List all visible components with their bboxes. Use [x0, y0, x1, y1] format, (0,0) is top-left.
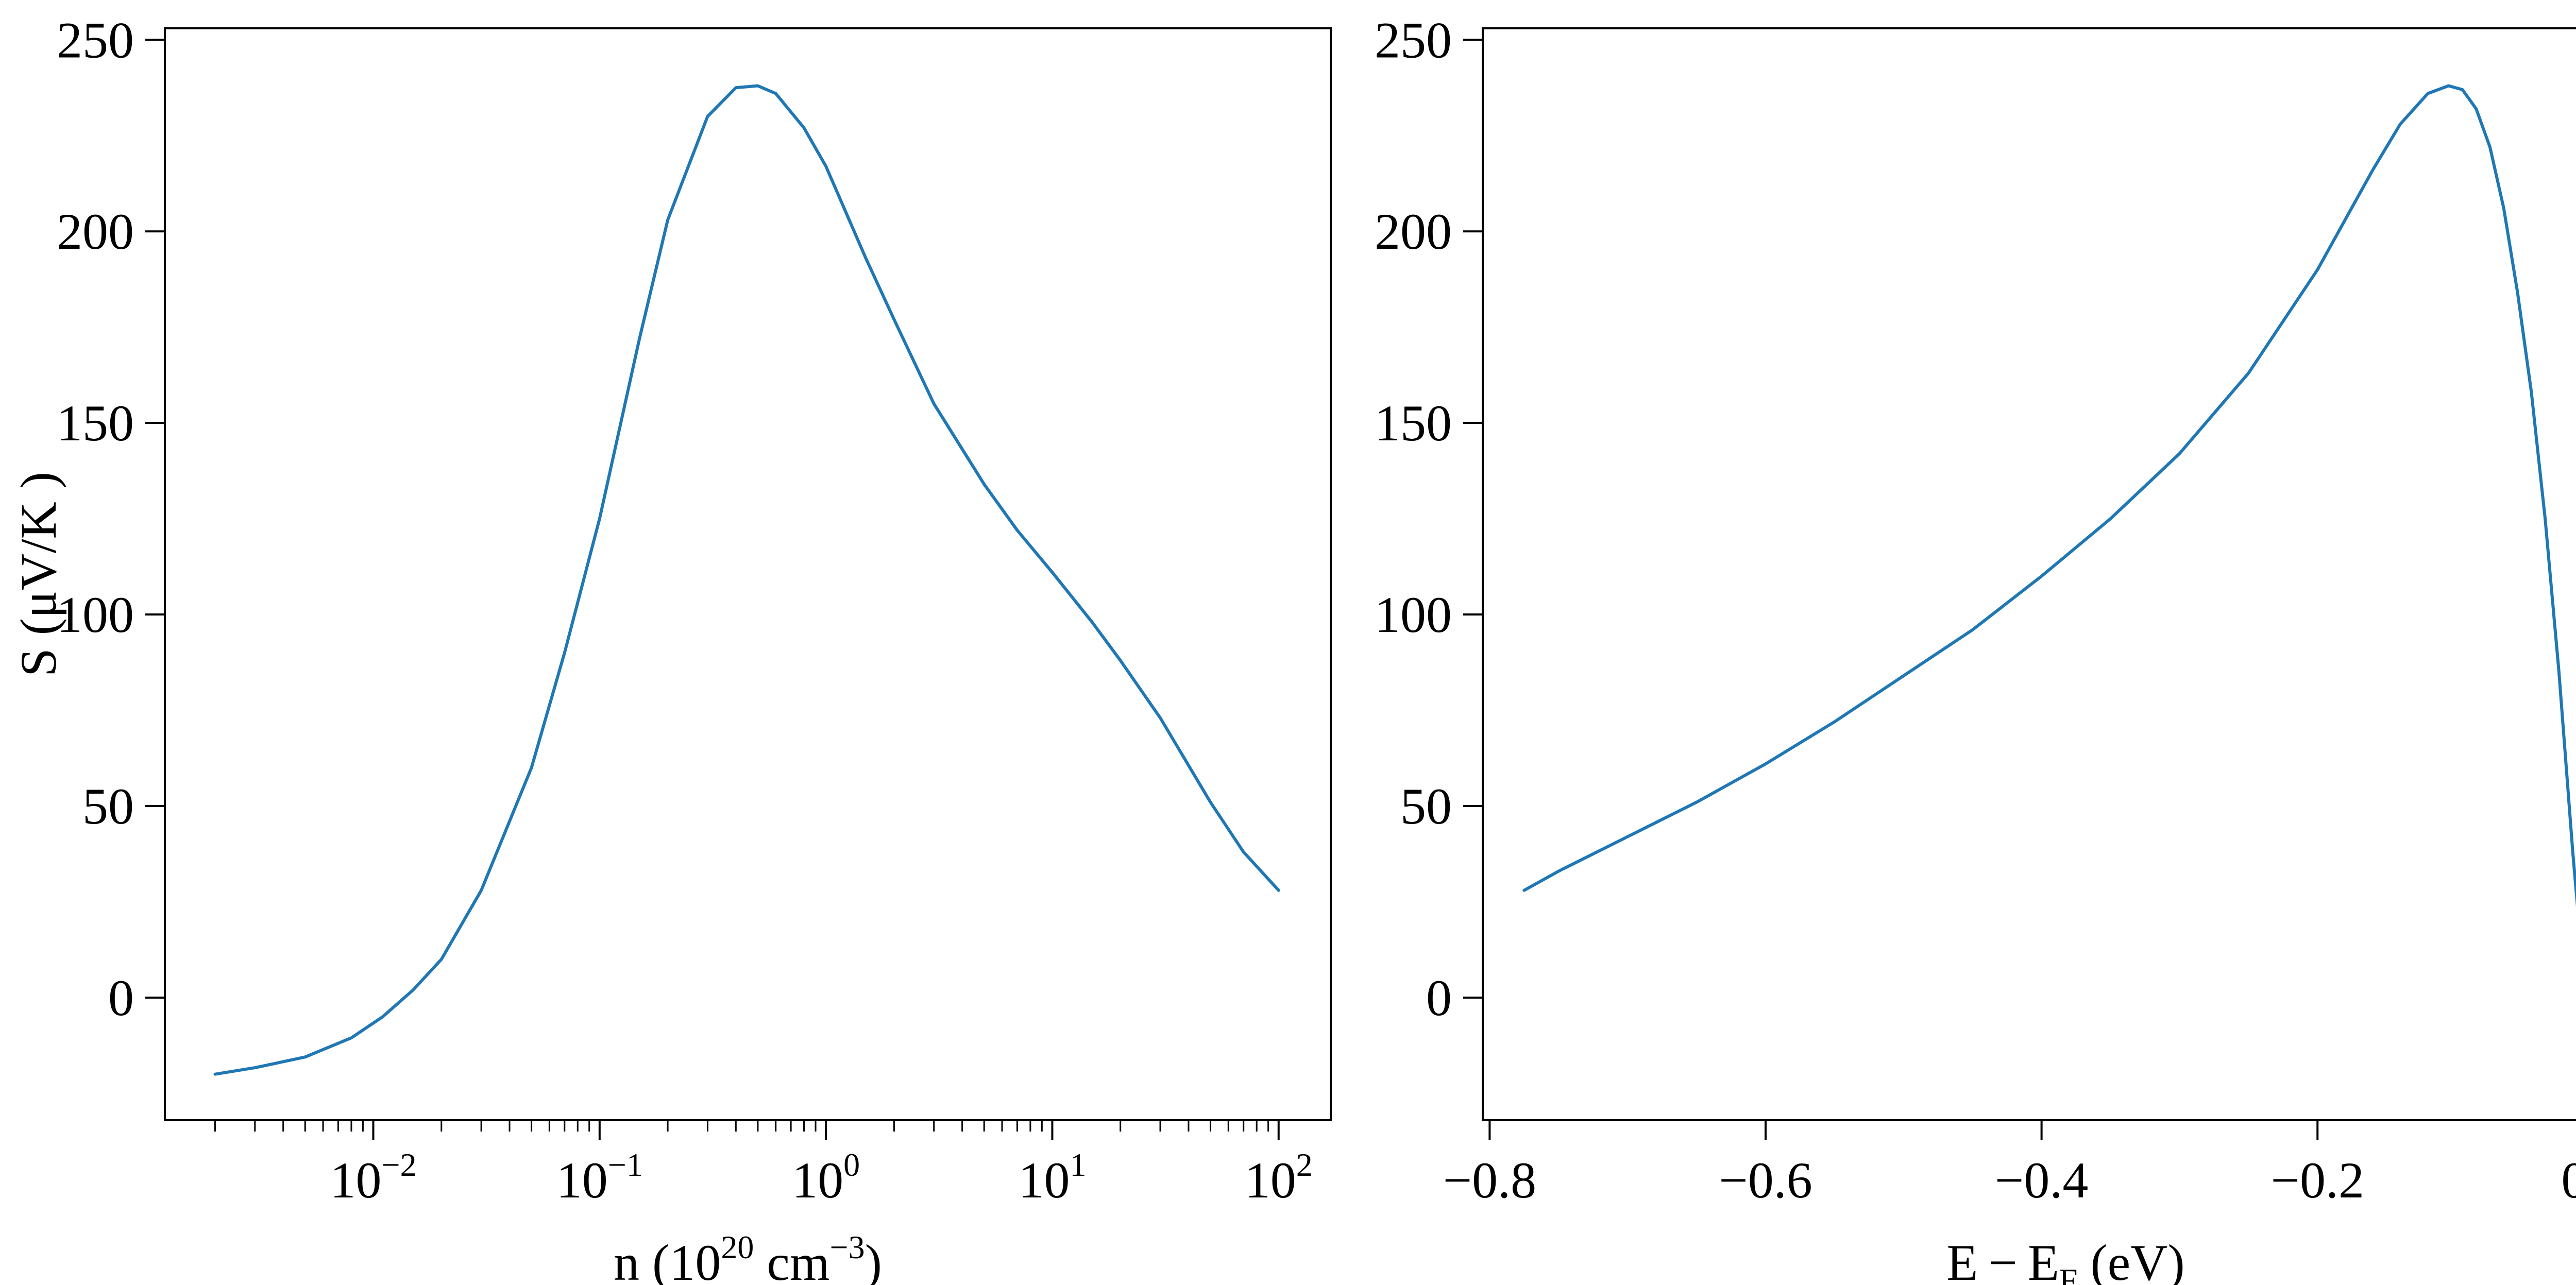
x-tick-label: 10−1: [556, 1146, 643, 1209]
y-tick-label: 250: [57, 11, 134, 68]
x-tick-label: −0.4: [1995, 1152, 2088, 1209]
y-tick-label: 150: [57, 395, 134, 452]
series-line-1: [213, 84, 1280, 1076]
plot-frame: [164, 27, 1332, 1121]
plot-frame: [1482, 27, 2576, 1121]
x-tick-label: −0.6: [1719, 1152, 1812, 1209]
x-tick-label: 10−2: [330, 1146, 416, 1209]
y-axis-label: S (μV/K ): [10, 472, 67, 677]
x-tick-label: −0.2: [2271, 1152, 2364, 1209]
y-tick-label: 50: [82, 778, 134, 835]
x-tick-label: 100: [792, 1146, 860, 1209]
x-axis-label: n (1020 cm−3): [614, 1229, 882, 1285]
series-line-1: [1522, 84, 2576, 907]
y-tick-label: 200: [57, 203, 134, 260]
x-tick-label: 0.0: [2561, 1152, 2576, 1209]
y-tick-label: 50: [1400, 778, 1452, 835]
chart-panel-2: −0.8 −0.6 −0.4 −0.2 0.0 0 50 100 150 200 250 E − EF…: [1375, 11, 2576, 1285]
x-tick-label: 102: [1245, 1146, 1313, 1209]
y-tick-label: 100: [57, 586, 134, 643]
y-tick-label: 0: [1426, 969, 1452, 1026]
y-tick-label: 100: [1375, 586, 1452, 643]
chart-panel-1: 10−2 10−1 100 101 102 0 50 100 150 200 250 n (1020 …: [10, 11, 1332, 1285]
x-tick-label: −0.8: [1443, 1152, 1536, 1209]
x-axis-label: E − EF (eV): [1946, 1234, 2184, 1285]
y-tick-label: 0: [108, 969, 134, 1026]
y-tick-label: 200: [1375, 203, 1452, 260]
y-tick-label: 250: [1375, 11, 1452, 68]
x-tick-label: 101: [1018, 1146, 1086, 1209]
y-tick-label: 150: [1375, 395, 1452, 452]
